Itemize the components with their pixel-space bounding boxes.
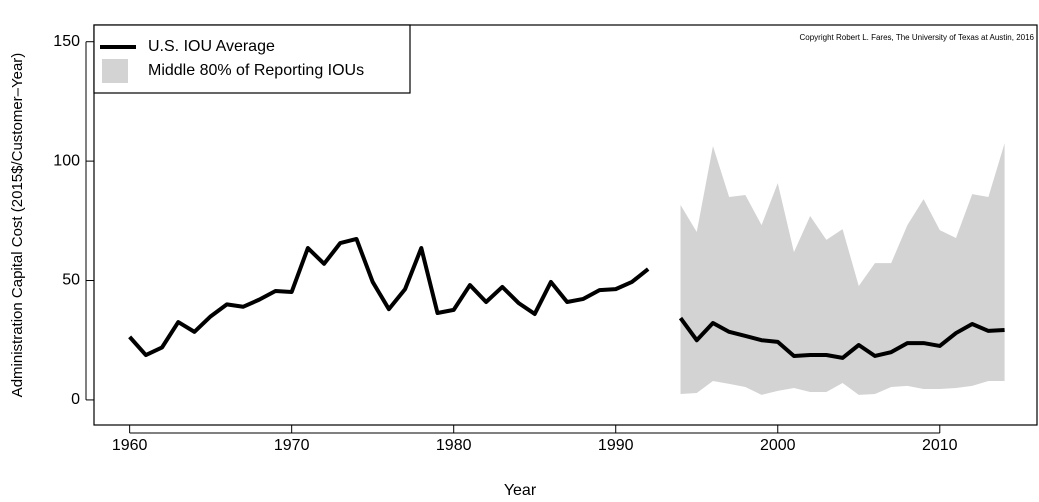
y-tick-label: 100 [53, 152, 80, 169]
legend-swatch [102, 59, 128, 83]
y-tick-label: 50 [62, 272, 80, 289]
band [680, 143, 1005, 395]
plot-frame [93, 24, 1038, 426]
y-tick-label: 0 [71, 391, 80, 408]
x-tick-label: 2010 [922, 437, 958, 454]
legend-label: U.S. IOU Average [148, 38, 275, 55]
legend-label: Middle 80% of Reporting IOUs [148, 62, 364, 79]
x-tick-label: 1990 [598, 437, 634, 454]
y-tick-label: 150 [53, 33, 80, 50]
x-axis-label: Year [504, 482, 537, 499]
x-tick-label: 1980 [436, 437, 472, 454]
line [128, 236, 1005, 360]
x-tick-label: 2000 [760, 437, 796, 454]
x-tick-label: 1970 [274, 437, 310, 454]
annotation: Copyright Robert L. Fares, The Universit… [800, 33, 1035, 42]
y-axis-label: Administration Capital Cost (2015$/Custo… [9, 53, 26, 398]
legend-box [93, 24, 411, 94]
x-tick-label: 1960 [112, 437, 148, 454]
